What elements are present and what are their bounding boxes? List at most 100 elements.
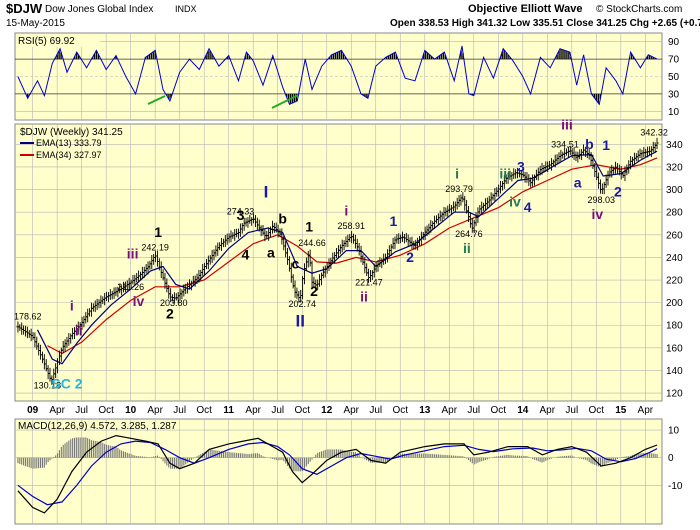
price-value-annotation: 274.33	[227, 206, 255, 216]
price-bars	[16, 137, 659, 385]
x-tick-label: Oct	[196, 405, 212, 416]
wave-label: 1	[305, 218, 313, 234]
x-tick-label: Jul	[75, 405, 88, 416]
price-value-annotation: 293.79	[445, 184, 473, 194]
index-name: Dow Jones Global Index	[45, 4, 153, 15]
rsi-panel: 90 70 50 30 10 RSI(5) 69.92	[14, 32, 680, 121]
wave-label: iii	[561, 117, 573, 133]
wave-label: iii	[499, 165, 511, 181]
wave-label: 1	[389, 213, 397, 229]
x-tick-label: Apr	[540, 405, 556, 416]
wave-label: 2	[614, 183, 622, 199]
rsi-grid	[15, 33, 662, 120]
ema13-label: EMA(13) 333.79	[36, 138, 102, 148]
rsi-tick-label: 50	[668, 72, 680, 83]
macd-panel-bg	[14, 418, 663, 525]
price-value-annotation: 178.62	[14, 312, 42, 322]
wave-label: i	[455, 165, 459, 181]
macd-tick-label: 0	[668, 453, 674, 464]
wave-label: II	[296, 311, 305, 330]
price-tick-label: 300	[666, 185, 683, 196]
copyright: © StockCharts.com	[596, 4, 682, 15]
x-tick-label: Oct	[491, 405, 507, 416]
x-tick-label: Oct	[589, 405, 605, 416]
rsi-tick-label: 70	[668, 55, 680, 66]
wave-label: b	[585, 136, 594, 152]
price-tick-label: 120	[666, 389, 683, 400]
exchange-label: INDX	[175, 4, 197, 14]
price-tick-label: 240	[666, 253, 683, 264]
rsi-ticks: 90 70 50 30 10	[668, 37, 680, 118]
wave-label: 2	[406, 249, 414, 265]
x-tick-label: Jul	[271, 405, 284, 416]
x-tick-label: Jul	[369, 405, 382, 416]
price-tick-label: 260	[666, 230, 683, 241]
macd-line	[17, 434, 658, 514]
macd-ticks: 10 0 -10	[668, 426, 683, 492]
price-tick-label: 220	[666, 276, 683, 287]
x-tick-label: 13	[419, 405, 431, 416]
macd-label: MACD(12,26,9) 4.572, 3.285, 1.287	[18, 421, 177, 432]
wave-label: 2	[310, 283, 318, 299]
wave-label: 3	[237, 207, 245, 223]
chart-date: 15-May-2015	[6, 18, 65, 29]
wave-label: ii	[75, 322, 83, 338]
price-panel: 340 320 300 280 260 240 220 200 180 160 140 120 178…	[14, 117, 683, 402]
x-tick-label: Oct	[294, 405, 310, 416]
price-value-annotation: 244.66	[298, 238, 326, 248]
price-value-annotation: 342.32	[640, 127, 668, 137]
price-tick-label: 160	[666, 343, 683, 354]
wave-label: a	[574, 174, 582, 190]
x-tick-label: Apr	[49, 405, 65, 416]
x-tick-label: 14	[517, 405, 529, 416]
price-value-annotation: 203.80	[160, 298, 188, 308]
x-tick-label: 09	[27, 405, 39, 416]
wave-label: i	[344, 203, 348, 219]
wave-label: SC 2	[51, 376, 82, 392]
wave-label: iv	[133, 293, 145, 309]
wave-label: 3	[517, 158, 525, 174]
wave-label: 4	[241, 247, 249, 263]
x-tick-label: 12	[321, 405, 333, 416]
ema34-line	[47, 157, 658, 355]
rsi-divergence-line-1	[147, 95, 166, 105]
rsi-line	[17, 45, 658, 106]
wave-label: a	[267, 244, 275, 260]
x-tick-label: 15	[615, 405, 627, 416]
price-tick-label: 280	[666, 208, 683, 219]
wave-label: 1	[154, 224, 162, 240]
rsi-tick-label: 30	[668, 89, 680, 100]
price-tick-label: 200	[666, 298, 683, 309]
price-value-annotation: 264.76	[455, 229, 483, 239]
wave-label: b	[278, 210, 287, 226]
macd-grid	[15, 419, 662, 524]
x-tick-label: 11	[223, 405, 234, 416]
price-value-annotation: 130.18	[34, 381, 62, 391]
x-tick-label: Apr	[441, 405, 457, 416]
rsi-label: RSI(5) 69.92	[18, 36, 75, 47]
wave-label: I	[264, 182, 269, 201]
macd-tick-label: 10	[668, 426, 680, 437]
x-axis: 09 Apr Jul Oct 10 Apr Jul Oct 11 Apr Jul Oct 12 Apr Ju…	[27, 405, 654, 416]
price-value-annotation: 211.26	[117, 282, 144, 292]
ema34-label: EMA(34) 327.97	[36, 150, 102, 160]
x-tick-label: Apr	[638, 405, 654, 416]
rsi-divergence-line-2	[271, 94, 299, 109]
price-tick-label: 140	[666, 366, 683, 377]
wave-label: 4	[524, 199, 532, 215]
rsi-tick-label: 10	[668, 107, 680, 118]
x-tick-label: Jul	[173, 405, 186, 416]
macd-panel: 10 0 -10 MACD(12,26,9) 4.572, 3.285, 1.287	[14, 418, 683, 525]
price-tick-label: 340	[666, 140, 683, 151]
price-ticks: 340 320 300 280 260 240 220 200 180 160 140 120	[666, 140, 683, 400]
wave-label: ii	[463, 240, 471, 256]
wave-label: iii	[127, 246, 139, 262]
price-tick-label: 320	[666, 162, 683, 173]
price-value-annotation: 202.74	[288, 299, 316, 309]
wave-label: 2	[166, 305, 174, 321]
rsi-label-bg	[16, 34, 100, 47]
price-value-annotation: 334.51	[551, 140, 579, 150]
x-tick-label: Jul	[565, 405, 578, 416]
